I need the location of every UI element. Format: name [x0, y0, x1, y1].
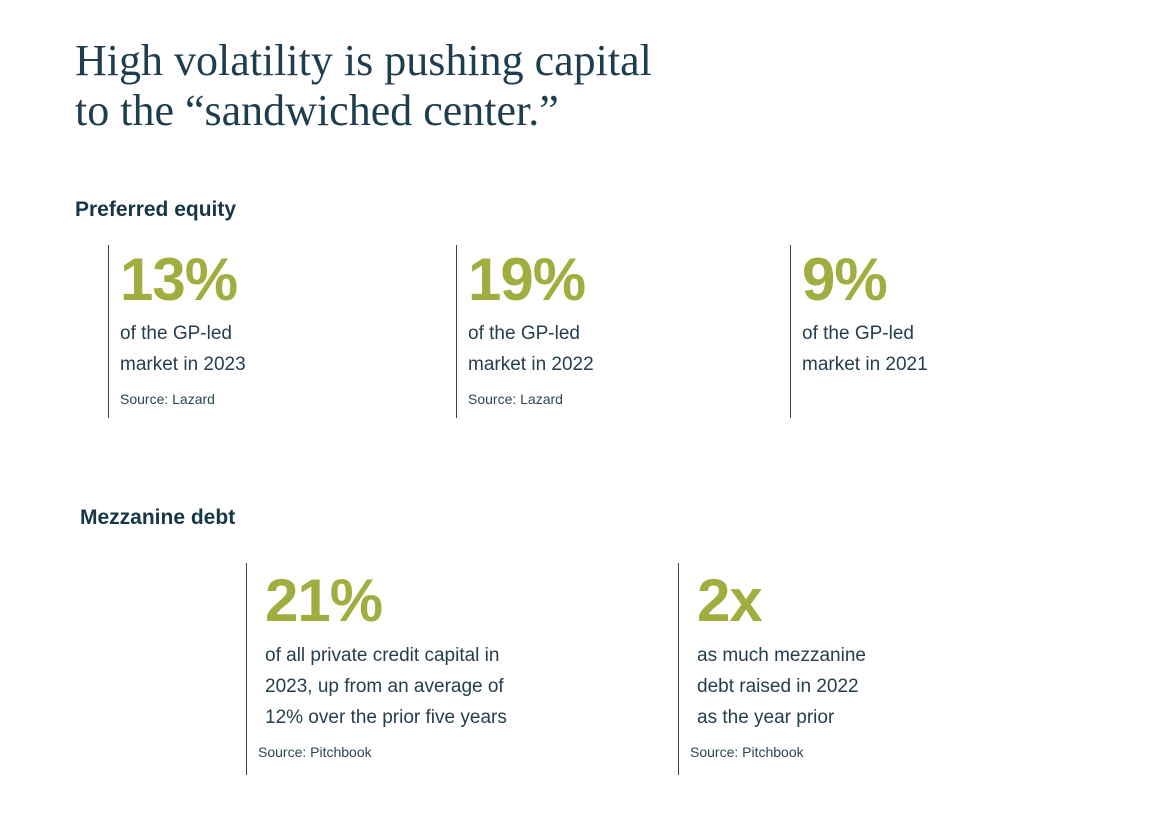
- stat-value: 9%: [802, 246, 888, 313]
- stat-value: 13%: [120, 246, 238, 313]
- stat-source: Source: Pitchbook: [258, 744, 372, 760]
- stat-description: as the year prior: [697, 707, 835, 728]
- stat-value: 21%: [265, 567, 383, 634]
- stat-description: market in 2023: [120, 354, 246, 375]
- stat-description: as much mezzanine: [697, 645, 866, 666]
- stat-description: of the GP-led: [802, 323, 914, 344]
- stat-description: market in 2022: [468, 354, 594, 375]
- divider: [678, 563, 679, 775]
- stat-value: 19%: [468, 246, 586, 313]
- stat-description: market in 2021: [802, 354, 928, 375]
- section-heading: Preferred equity: [75, 198, 237, 221]
- stat-description: 12% over the prior five years: [265, 707, 507, 728]
- divider: [246, 563, 247, 775]
- title: High volatility is pushing capital: [75, 36, 652, 85]
- divider: [108, 245, 109, 418]
- stat-description: 2023, up from an average of: [265, 676, 504, 697]
- stat-description: of the GP-led: [468, 323, 580, 344]
- stat-value: 2x: [697, 567, 763, 634]
- divider: [456, 245, 457, 418]
- stat-description: debt raised in 2022: [697, 676, 859, 697]
- stat-source: Source: Lazard: [120, 391, 215, 407]
- stat-description: of the GP-led: [120, 323, 232, 344]
- stat-source: Source: Pitchbook: [690, 744, 804, 760]
- stat-source: Source: Lazard: [468, 391, 563, 407]
- stat-description: of all private credit capital in: [265, 645, 500, 666]
- divider: [790, 245, 791, 418]
- title: to the “sandwiched center.”: [75, 86, 559, 135]
- section-heading: Mezzanine debt: [80, 506, 236, 529]
